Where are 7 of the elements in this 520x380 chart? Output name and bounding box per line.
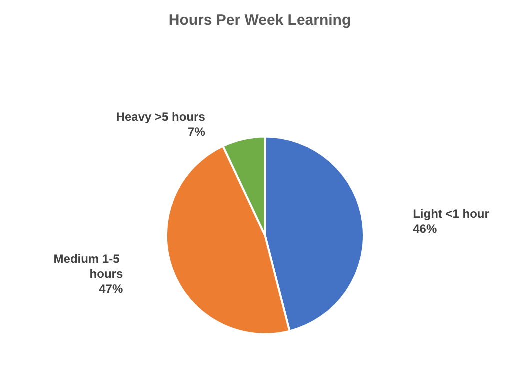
data-label: 46% — [413, 222, 438, 236]
slice-label: Heavy >5 hours — [116, 110, 206, 124]
chart-title: Hours Per Week Learning — [168, 12, 352, 29]
slice-label: Medium 1-5 hours — [54, 252, 124, 282]
slice-label: Light <1 hour — [413, 206, 490, 221]
data-label: 47% — [99, 282, 124, 296]
data-label: 7% — [188, 125, 206, 140]
